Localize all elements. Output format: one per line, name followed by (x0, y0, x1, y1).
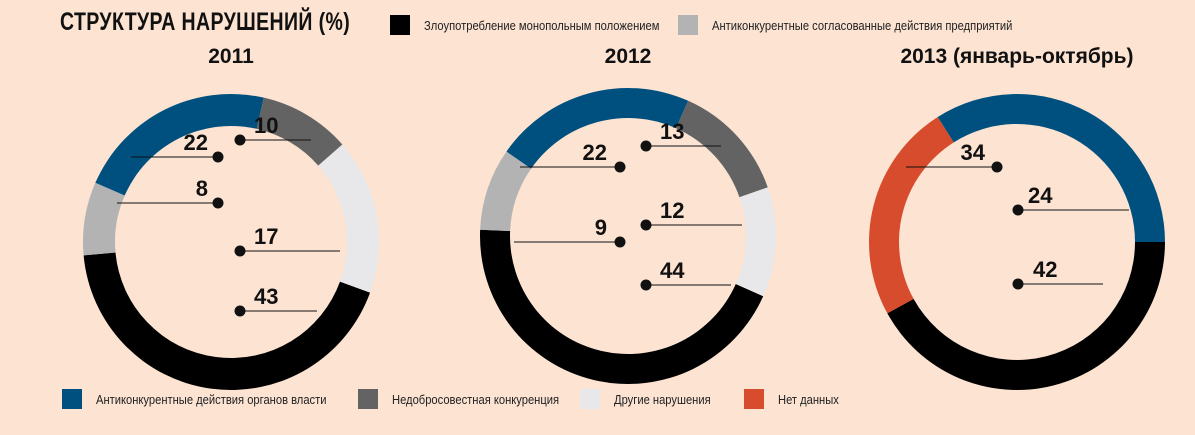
data-label: 13 (660, 119, 684, 144)
donut-slice (506, 87, 689, 169)
page-title: СТРУКТУРА НАРУШЕНИЙ (%) (60, 8, 351, 36)
legend-label: Нет данных (778, 391, 839, 407)
legend-swatch (744, 389, 764, 409)
donut-slice (480, 229, 764, 384)
legend-item-monopoly: Злоупотребление монопольным положением (390, 15, 698, 35)
donut-slice (95, 93, 264, 196)
donut-slice (318, 144, 379, 293)
label-dot (640, 279, 652, 291)
chart-title: 2011 (208, 45, 254, 68)
donut-slice (256, 97, 343, 166)
legend-swatch (390, 15, 410, 35)
legend-label: Антиконкурентные согласованные действия … (712, 17, 1013, 33)
chart-title: 2013 (январь-октябрь) (900, 45, 1133, 68)
legend-swatch (580, 389, 600, 409)
label-dot (1012, 204, 1024, 216)
label-dot (234, 245, 246, 257)
data-label: 10 (254, 113, 278, 138)
legend-label: Злоупотребление монопольным положением (424, 17, 660, 33)
donut-slice (937, 94, 1165, 242)
chart-title: 2012 (605, 45, 652, 68)
data-label: 22 (184, 130, 208, 155)
donut-slice (675, 100, 768, 198)
data-label: 42 (1033, 257, 1057, 282)
label-dot (640, 140, 652, 152)
legend-item-unfair-competition: Недобросовестная конкуренция (358, 389, 586, 409)
donut-slice (83, 182, 125, 256)
data-label: 17 (254, 224, 278, 249)
data-label: 12 (660, 198, 684, 223)
donut-slice (83, 252, 371, 390)
legend-item-cartel: Антиконкурентные согласованные действия … (678, 15, 1061, 35)
label-dot (212, 151, 224, 163)
label-dot (1012, 278, 1024, 290)
data-label: 43 (254, 284, 278, 309)
legend-label: Недобросовестная конкуренция (392, 391, 560, 407)
legend-swatch (62, 389, 82, 409)
donut-slice (887, 242, 1165, 390)
data-label: 8 (196, 176, 208, 201)
legend-item-no-data: Нет данных (744, 389, 849, 409)
data-label: 44 (660, 258, 685, 283)
legend-swatch (678, 15, 698, 35)
data-label: 22 (583, 140, 607, 165)
legend-label: Другие нарушения (614, 391, 711, 407)
legend-item-authorities: Антиконкурентные действия органов власти (62, 389, 364, 409)
label-dot (234, 134, 246, 146)
donut-slice (869, 117, 954, 314)
legend-item-other: Другие нарушения (580, 389, 726, 409)
label-dot (640, 219, 652, 231)
data-label: 34 (961, 140, 986, 165)
data-label: 24 (1028, 183, 1053, 208)
donut-slice (480, 151, 532, 232)
label-dot (614, 161, 626, 173)
label-dot (234, 305, 246, 317)
legend-label: Антиконкурентные действия органов власти (96, 391, 327, 407)
donut-slice (735, 187, 776, 297)
label-dot (212, 197, 224, 209)
label-dot (614, 236, 626, 248)
label-dot (991, 161, 1003, 173)
legend-swatch (358, 389, 378, 409)
data-label: 9 (595, 215, 607, 240)
